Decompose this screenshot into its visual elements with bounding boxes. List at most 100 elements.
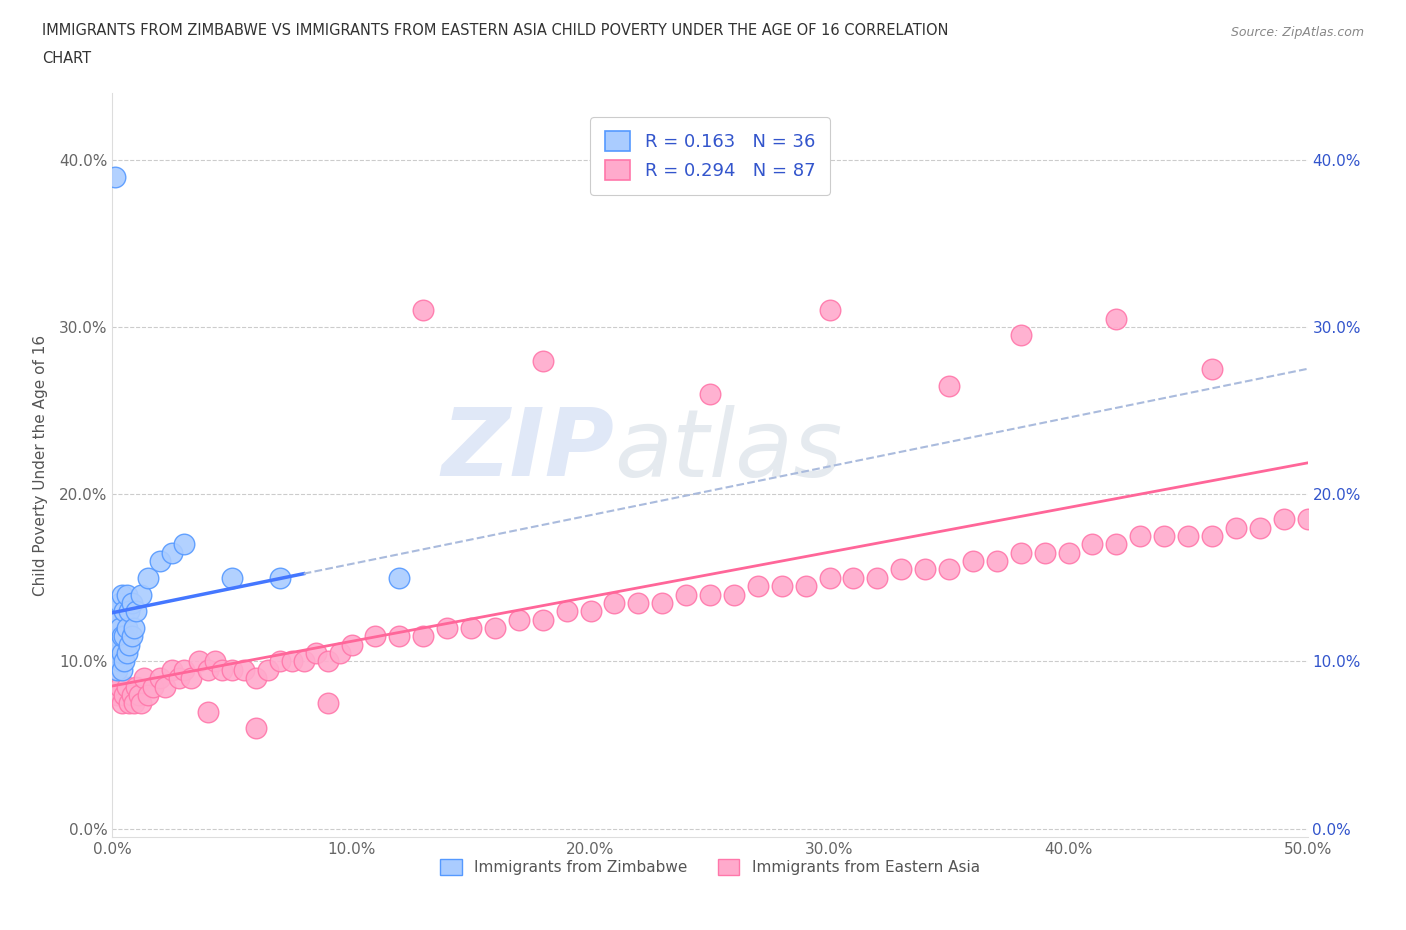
Point: [460, 620, 482, 635]
Point: [121, 687, 143, 702]
Point: [388, 629, 411, 644]
Point: [1010, 545, 1032, 560]
Point: [1105, 537, 1128, 551]
Point: [125, 679, 148, 694]
Point: [105, 687, 128, 702]
Point: [1057, 545, 1080, 560]
Point: [1033, 545, 1056, 560]
Point: [233, 662, 256, 677]
Point: [142, 679, 165, 694]
Legend: Immigrants from Zimbabwe, Immigrants from Eastern Asia: Immigrants from Zimbabwe, Immigrants fro…: [434, 853, 986, 882]
Point: [138, 570, 160, 585]
Point: [169, 671, 191, 685]
Point: [269, 570, 291, 585]
Point: [340, 637, 363, 652]
Point: [388, 570, 411, 585]
Point: [153, 679, 176, 694]
Point: [257, 662, 280, 677]
Point: [1272, 512, 1295, 526]
Point: [675, 587, 697, 602]
Point: [187, 654, 209, 669]
Point: [794, 578, 817, 593]
Point: [125, 604, 148, 618]
Point: [114, 604, 135, 618]
Point: [104, 654, 127, 669]
Point: [149, 553, 172, 568]
Point: [1153, 528, 1175, 543]
Point: [281, 654, 304, 669]
Point: [108, 595, 131, 610]
Point: [1010, 328, 1032, 343]
Point: [1081, 537, 1104, 551]
Text: IMMIGRANTS FROM ZIMBABWE VS IMMIGRANTS FROM EASTERN ASIA CHILD POVERTY UNDER THE: IMMIGRANTS FROM ZIMBABWE VS IMMIGRANTS F…: [42, 23, 949, 38]
Point: [1296, 512, 1319, 526]
Point: [305, 645, 328, 660]
Point: [111, 629, 134, 644]
Point: [531, 612, 554, 627]
Text: Source: ZipAtlas.com: Source: ZipAtlas.com: [1230, 26, 1364, 39]
Point: [173, 662, 195, 677]
Point: [329, 645, 352, 660]
Point: [1129, 528, 1152, 543]
Point: [121, 595, 143, 610]
Point: [108, 620, 131, 635]
Point: [1225, 520, 1247, 535]
Point: [221, 662, 243, 677]
Point: [108, 654, 131, 669]
Y-axis label: Child Poverty Under the Age of 16: Child Poverty Under the Age of 16: [32, 335, 48, 595]
Point: [108, 679, 131, 694]
Point: [118, 637, 141, 652]
Point: [118, 696, 141, 711]
Point: [105, 662, 128, 677]
Point: [627, 595, 650, 610]
Point: [699, 587, 721, 602]
Point: [204, 654, 226, 669]
Point: [105, 645, 128, 660]
Point: [115, 587, 138, 602]
Point: [129, 696, 152, 711]
Point: [866, 570, 889, 585]
Point: [603, 595, 626, 610]
Point: [111, 587, 134, 602]
Point: [197, 662, 219, 677]
Point: [986, 553, 1008, 568]
Point: [162, 662, 183, 677]
Point: [211, 662, 233, 677]
Point: [747, 578, 769, 593]
Point: [111, 662, 134, 677]
Point: [114, 629, 135, 644]
Point: [914, 562, 936, 577]
Point: [292, 654, 315, 669]
Point: [245, 721, 267, 736]
Point: [197, 704, 219, 719]
Point: [1201, 528, 1223, 543]
Point: [938, 379, 960, 393]
Point: [221, 570, 243, 585]
Point: [1177, 528, 1199, 543]
Text: ZIP: ZIP: [441, 405, 614, 496]
Point: [104, 604, 127, 618]
Point: [132, 671, 155, 685]
Point: [818, 570, 841, 585]
Point: [104, 620, 127, 635]
Point: [364, 629, 387, 644]
Point: [412, 629, 434, 644]
Point: [1105, 312, 1128, 326]
Point: [128, 687, 150, 702]
Point: [108, 637, 131, 652]
Point: [508, 612, 530, 627]
Point: [111, 696, 134, 711]
Point: [436, 620, 458, 635]
Point: [412, 303, 434, 318]
Point: [111, 645, 134, 660]
Point: [104, 169, 127, 184]
Point: [180, 671, 202, 685]
Point: [115, 620, 138, 635]
Point: [938, 562, 960, 577]
Text: CHART: CHART: [42, 51, 91, 66]
Point: [105, 629, 128, 644]
Point: [579, 604, 602, 618]
Point: [962, 553, 984, 568]
Point: [651, 595, 673, 610]
Point: [1201, 362, 1223, 377]
